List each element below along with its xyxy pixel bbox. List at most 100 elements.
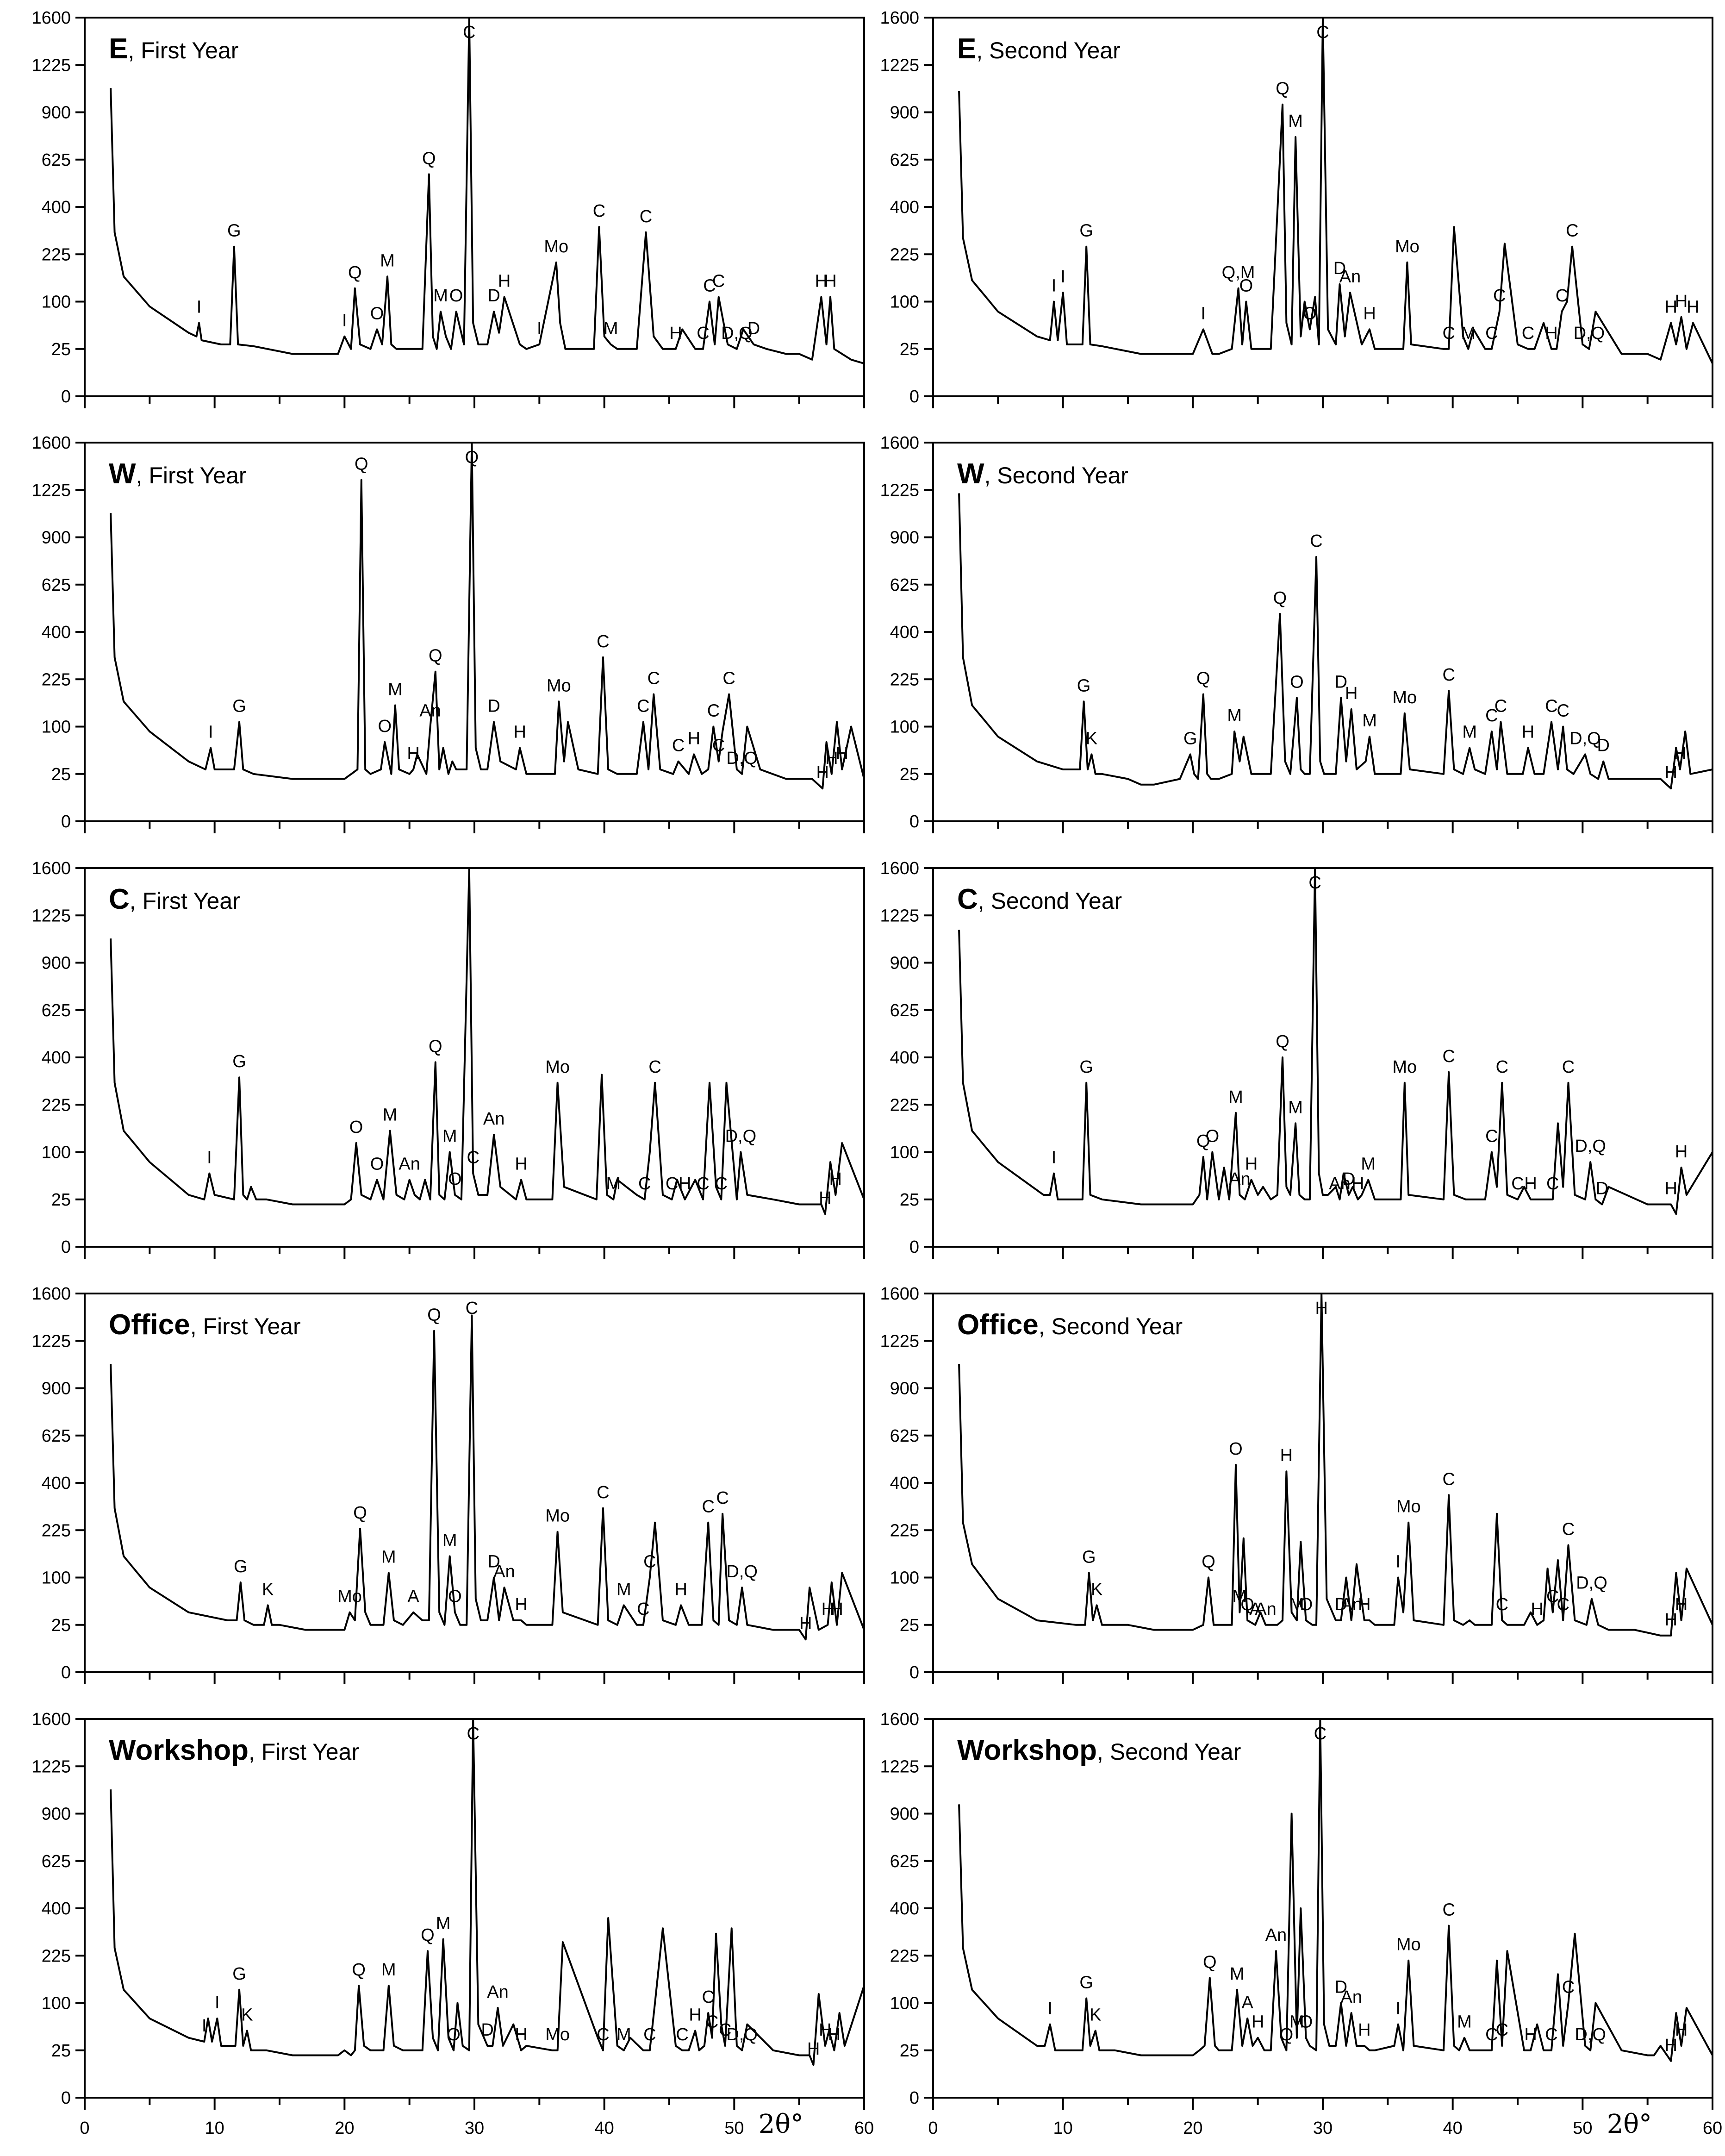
xrd-panel-office-first-year: 1600 1225 900 625 400 225 100 25 0 GK Mo Q M A Q M O C DAn… [31, 1284, 865, 1684]
y-tick-label: 900 [42, 528, 71, 548]
peak-label: C [1496, 1057, 1508, 1077]
y-tick-label: 225 [42, 1946, 71, 1966]
peak-label: D,Q [725, 1127, 757, 1146]
peak-label: M [1462, 723, 1477, 742]
peak-label: M [1289, 2012, 1304, 2032]
peak-label: H [1664, 1179, 1677, 1199]
peak-label: H [822, 1600, 834, 1619]
y-tick-label: 25 [51, 765, 71, 784]
y-tick-label: 625 [42, 150, 71, 170]
y-tick-label: 900 [890, 528, 919, 548]
peak-label: An [493, 1562, 515, 1581]
peak-label: Mo [547, 676, 571, 695]
y-tick-label: 400 [42, 1899, 71, 1919]
diffraction-trace [958, 868, 1713, 1215]
panel-title: Workshop, Second Year [957, 1734, 1241, 1766]
peak-label: C [637, 1600, 649, 1619]
peak-label: G [1079, 1973, 1093, 1993]
y-tick-label: 25 [51, 1190, 71, 1210]
peak-label: C [597, 1483, 609, 1502]
peak-label: O [448, 1169, 462, 1189]
peak-label: C [1316, 23, 1329, 42]
peak-label: G [1077, 676, 1091, 695]
peak-label: Q [1240, 1595, 1254, 1614]
peak-label: C [637, 697, 649, 716]
peak-label: C [1314, 1724, 1326, 1744]
peak-label: Mo [1396, 1497, 1421, 1517]
peak-label: H [1675, 1595, 1688, 1614]
y-tick-label: 1600 [31, 8, 71, 28]
peak-label: C [1511, 1174, 1524, 1194]
peak-label: Mo [337, 1587, 362, 1606]
peak-label: Mo [1392, 688, 1417, 707]
x-tick-label: 60 [1703, 2119, 1722, 2138]
peak-label: C [597, 2025, 609, 2044]
peak-label: O [447, 2025, 461, 2044]
peak-label: H [1522, 723, 1534, 742]
peak-label: C [1545, 697, 1557, 716]
x-tick-label: 10 [1053, 2119, 1073, 2138]
peak-label: D [1342, 1169, 1355, 1189]
panel-title: W, Second Year [957, 458, 1128, 490]
peak-label: H [1675, 292, 1688, 311]
x-axis-unit: 2θ° [1607, 2109, 1652, 2139]
peak-label: H [1664, 763, 1677, 782]
y-tick-label: 100 [890, 718, 919, 737]
y-tick-label: 0 [909, 812, 919, 831]
peak-label: Q [1196, 1131, 1210, 1151]
peak-label: C [648, 669, 660, 688]
peak-label: An [419, 701, 441, 721]
peak-label: D,Q [1574, 324, 1605, 343]
y-tick-label: 1225 [31, 56, 71, 75]
peak-label: H [1280, 1446, 1293, 1465]
x-axis-unit: 2θ° [759, 2109, 803, 2139]
peak-label: I [207, 1148, 212, 1168]
peak-label: H [1675, 1142, 1688, 1162]
peak-label: H [1252, 2012, 1264, 2032]
peak-label: H [819, 2020, 831, 2040]
peak-label: K [262, 1580, 274, 1599]
x-tick-label: 50 [1573, 2119, 1592, 2138]
peak-label: An [1329, 1174, 1350, 1194]
peak-label: G [232, 1964, 246, 1984]
y-tick-label: 900 [890, 1805, 919, 1824]
y-tick-label: 25 [51, 1616, 71, 1635]
peak-label: D [747, 319, 760, 338]
peak-label: A [1242, 1993, 1254, 2012]
peak-label: Q [429, 1037, 442, 1056]
peak-label: H [829, 1169, 842, 1189]
peak-label: C [593, 201, 605, 221]
y-tick-label: 0 [61, 812, 71, 831]
peak-label: C [1495, 697, 1507, 716]
peak-label: H [1351, 1174, 1364, 1194]
y-tick-label: 625 [42, 1426, 71, 1446]
peak-label: C [640, 207, 652, 226]
xrd-panel-office-second-year: 16001225900625400225100250GKQOMQAAnHMOHD… [880, 1284, 1713, 1684]
peak-label: G [232, 1052, 246, 1071]
y-tick-label: 0 [909, 387, 919, 406]
peak-label: D [1335, 1978, 1347, 1997]
panel-title: C, First Year [109, 883, 240, 915]
peak-label: An [1265, 1925, 1287, 1945]
peak-label: G [232, 697, 246, 716]
peak-label: C [1546, 1174, 1559, 1194]
y-tick-label: 0 [61, 1663, 71, 1682]
peak-label: D [1335, 672, 1347, 692]
peak-label: An [1255, 1600, 1276, 1619]
y-tick-label: 1225 [880, 1331, 919, 1351]
peak-label: H [407, 744, 419, 763]
peak-label: H [1675, 2020, 1688, 2040]
y-tick-label: 900 [42, 1379, 71, 1399]
peak-label: M [1288, 1098, 1303, 1117]
y-tick-label: 0 [909, 1237, 919, 1257]
diffraction-trace [958, 1719, 1713, 2062]
peak-label: Mo [1395, 237, 1420, 256]
peak-label: C [707, 701, 720, 721]
peak-label: C [1562, 1057, 1575, 1077]
y-tick-label: 25 [900, 1616, 919, 1635]
peak-label: M [1361, 1154, 1376, 1174]
peak-label: C [1308, 873, 1321, 893]
peak-label: G [1082, 1548, 1096, 1567]
y-tick-label: 0 [909, 1663, 919, 1682]
peak-label: An [1341, 1595, 1362, 1614]
